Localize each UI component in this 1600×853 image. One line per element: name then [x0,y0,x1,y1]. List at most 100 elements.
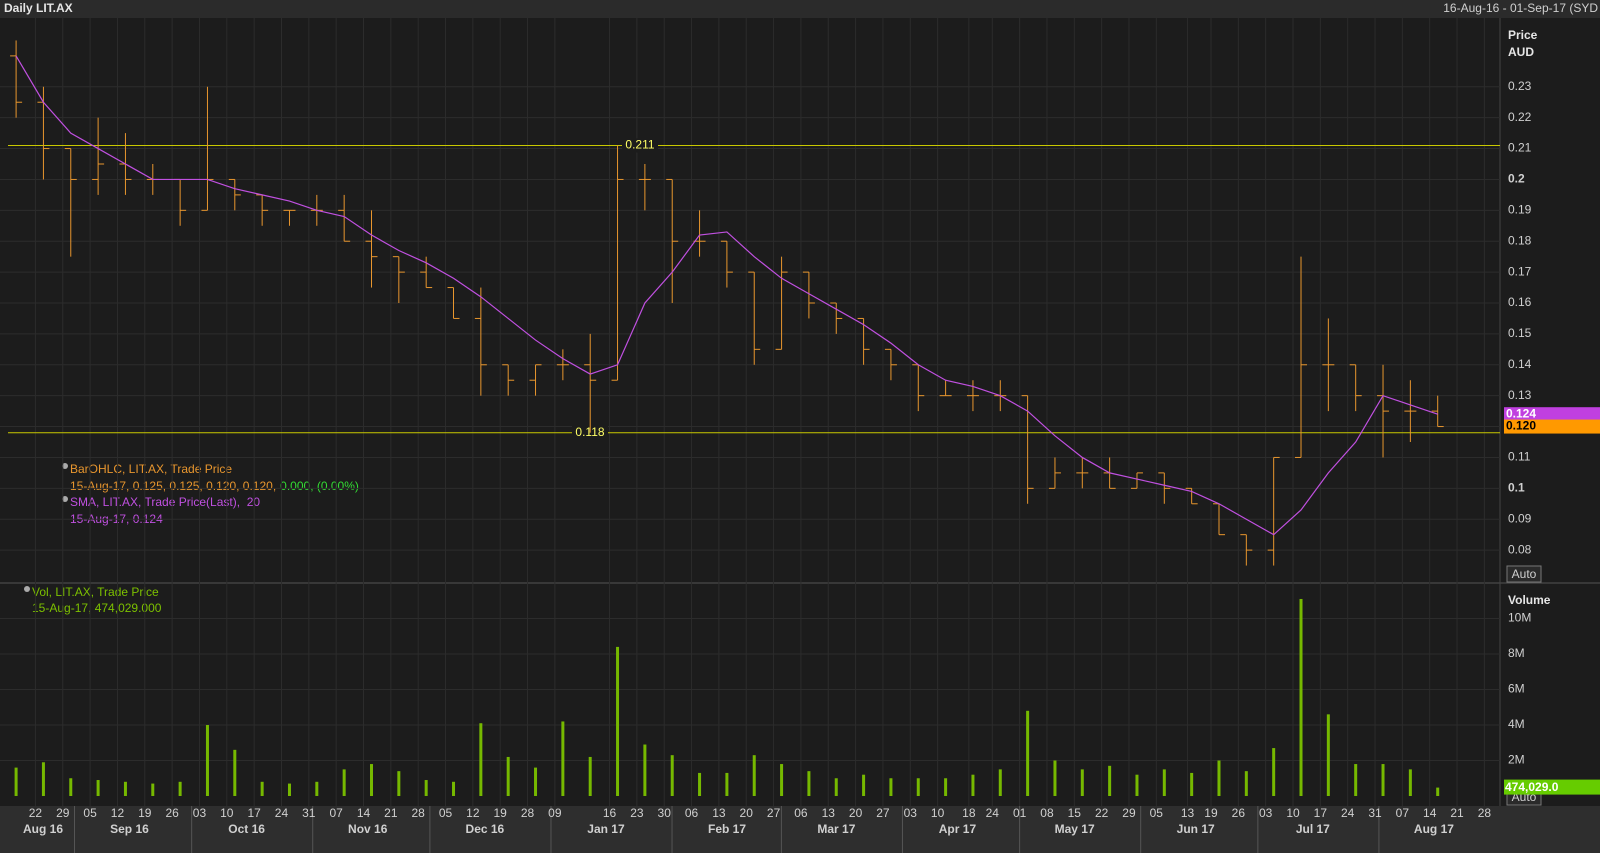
month-label: Feb 17 [708,822,746,836]
volume-bar [506,756,510,796]
x-tick-label: 28 [411,806,425,820]
x-tick-label: 17 [247,806,261,820]
month-label: Jul 17 [1296,822,1330,836]
volume-bar [561,721,565,796]
x-tick-label: 14 [1423,806,1437,820]
volume-bar [1272,748,1276,796]
x-tick-label: 03 [193,806,207,820]
volume-bar [752,755,756,796]
x-tick-label: 18 [962,806,976,820]
x-tick-label: 09 [548,806,562,820]
legend-change: 0.000, (0.00%) [280,479,359,493]
legend-name: Vol, LIT.AX, Trade Price [32,585,159,599]
x-tick-label: 14 [357,806,371,820]
price-axis-unit: AUD [1508,45,1534,59]
volume-bar [1408,769,1412,796]
month-label: Apr 17 [939,822,977,836]
volume-bar [123,781,127,796]
x-tick-label: 29 [56,806,70,820]
x-tick-label: 10 [931,806,945,820]
month-label: May 17 [1055,822,1095,836]
x-tick-label: 05 [83,806,97,820]
y-tick-label: 0.15 [1508,326,1532,340]
annotation: 0.211 [625,138,654,152]
x-tick-label: 05 [1150,806,1164,820]
annotation-bg [622,138,658,153]
volume-bar [1217,760,1221,796]
legend-icon[interactable] [24,586,30,592]
volume-bar [889,778,893,796]
legend-name: SMA, LIT.AX, Trade Price(Last), 20 [70,495,260,509]
y-tick-label: 0.16 [1508,295,1532,309]
legend-name: BarOHLC, LIT.AX, Trade Price [70,462,232,476]
x-tick-label: 12 [111,806,125,820]
y-tick-label: 0.21 [1508,141,1532,155]
volume-bar [233,749,237,796]
x-tick-label: 01 [1013,806,1027,820]
volume-bar [834,778,838,796]
volume-bar [69,778,73,796]
x-tick-label: 07 [329,806,343,820]
volume-bar [151,783,155,796]
x-tick-label: 19 [494,806,508,820]
volume-bar [971,774,975,796]
volume-bar [698,772,702,796]
volume-marker [1504,779,1600,795]
volume-bar [944,778,948,796]
volume-bar [616,646,620,796]
chart-title: Daily LIT.AX [4,1,73,15]
volume-bar [41,762,45,796]
auto-button[interactable] [1506,565,1542,583]
volume-bar [1108,765,1112,796]
volume-bar [342,769,346,796]
volume-bar [670,755,674,796]
volume-bar [452,781,456,796]
y-tick-label: 0.1 [1508,481,1525,495]
volume-bar [1080,769,1084,796]
y-tick-label: 10M [1508,611,1531,625]
y-tick-label: 0.13 [1508,388,1532,402]
volume-axis-title: Volume [1508,593,1551,607]
title-bar [0,0,1600,18]
legend-icon[interactable] [62,463,68,469]
price-marker [1504,419,1600,434]
x-tick-label: 22 [29,806,43,820]
volume-bar [1053,760,1057,796]
legend-icon[interactable] [62,496,68,502]
x-tick-label: 13 [712,806,726,820]
x-tick-label: 26 [1232,806,1246,820]
volume-bar [96,780,100,796]
auto-label[interactable]: Auto [1512,567,1537,581]
month-label: Sep 16 [110,822,149,836]
volume-bar [260,781,264,796]
x-tick-label: 08 [1040,806,1054,820]
x-tick-label: 31 [302,806,316,820]
volume-bar [1135,774,1139,796]
y-tick-label: 4M [1508,717,1525,731]
volume-bar [1326,714,1330,796]
x-tick-label: 23 [630,806,644,820]
x-tick-label: 13 [822,806,836,820]
price-marker [1504,407,1600,422]
volume-bar [1354,764,1358,796]
volume-bar [369,764,373,796]
price-marker-label: 0.124 [1506,406,1536,420]
volume-bar [1026,710,1030,796]
x-tick-label: 28 [1478,806,1492,820]
x-tick-label: 27 [767,806,781,820]
month-label: Mar 17 [817,822,855,836]
volume-bar [287,783,291,796]
month-label: Oct 16 [228,822,265,836]
month-label: Nov 16 [348,822,388,836]
x-tick-label: 27 [876,806,890,820]
month-label: Aug 16 [23,822,63,836]
volume-bar [1436,787,1440,796]
x-tick-label: 10 [220,806,234,820]
y-tick-label: 0.17 [1508,264,1532,278]
month-label: Aug 17 [1414,822,1454,836]
volume-bar [1190,772,1194,796]
x-tick-label: 13 [1181,806,1195,820]
volume-bar [588,756,592,796]
x-tick-label: 10 [1286,806,1300,820]
volume-bar [916,778,920,796]
